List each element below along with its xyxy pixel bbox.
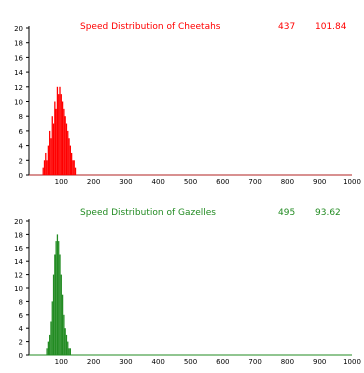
y-tick-label: 10 bbox=[14, 99, 23, 107]
histogram-bar bbox=[63, 108, 65, 175]
y-tick-label: 8 bbox=[19, 298, 23, 306]
y-tick-label: 12 bbox=[14, 84, 23, 92]
histogram-bar bbox=[72, 160, 74, 175]
histogram-bar bbox=[50, 321, 52, 355]
histogram-bar bbox=[43, 160, 46, 175]
histogram-bar bbox=[55, 241, 57, 355]
x-tick-label: 500 bbox=[184, 178, 197, 186]
histogram-bar bbox=[59, 86, 61, 175]
histogram-bar bbox=[74, 167, 77, 175]
sample-count: 437 bbox=[278, 22, 295, 32]
chart-title: Speed Distribution of Gazelles bbox=[80, 208, 216, 218]
histogram-bar bbox=[54, 101, 56, 175]
y-tick-label: 0 bbox=[19, 172, 23, 180]
y-tick-label: 20 bbox=[14, 218, 23, 226]
x-tick-label: 1000 bbox=[343, 358, 361, 366]
x-tick-label: 600 bbox=[216, 178, 229, 186]
x-tick-label: 700 bbox=[248, 358, 261, 366]
histogram-bar bbox=[49, 334, 51, 355]
x-tick-label: 500 bbox=[184, 358, 197, 366]
y-tick-label: 6 bbox=[19, 128, 24, 136]
x-tick-label: 300 bbox=[119, 358, 132, 366]
histogram-bar bbox=[56, 234, 59, 355]
y-tick-label: 4 bbox=[19, 143, 24, 151]
y-tick-label: 6 bbox=[19, 312, 24, 320]
histogram-bar bbox=[68, 138, 70, 175]
sample-count: 495 bbox=[278, 208, 295, 218]
histogram-bar bbox=[56, 86, 59, 175]
histogram-bar bbox=[54, 254, 56, 355]
histogram-bar bbox=[49, 130, 51, 175]
x-tick-label: 700 bbox=[248, 178, 261, 186]
histogram-bar bbox=[52, 274, 55, 355]
histogram-bar bbox=[51, 301, 53, 355]
y-tick-label: 8 bbox=[19, 113, 23, 121]
x-tick-label: 100 bbox=[55, 358, 68, 366]
x-tick-label: 200 bbox=[87, 358, 100, 366]
mean-speed: 101.84 bbox=[315, 22, 347, 32]
x-tick-label: 900 bbox=[313, 358, 326, 366]
y-tick-label: 16 bbox=[14, 54, 23, 62]
y-tick-label: 18 bbox=[14, 231, 23, 239]
histogram-bar bbox=[69, 348, 71, 355]
histogram-bar bbox=[46, 160, 48, 175]
y-tick-label: 16 bbox=[14, 245, 23, 253]
x-tick-label: 100 bbox=[55, 178, 68, 186]
x-tick-label: 200 bbox=[87, 178, 100, 186]
histogram-bar bbox=[47, 341, 50, 355]
histogram-bar bbox=[64, 116, 66, 175]
histogram-bar bbox=[68, 348, 70, 355]
histogram-bar bbox=[61, 101, 64, 175]
y-tick-label: 18 bbox=[14, 40, 23, 48]
chart-title: Speed Distribution of Cheetahs bbox=[80, 22, 221, 32]
histogram-bar bbox=[59, 254, 61, 355]
histogram-bar bbox=[65, 123, 68, 175]
histogram-bar bbox=[50, 138, 52, 175]
histogram-bar bbox=[47, 145, 50, 175]
y-tick-label: 0 bbox=[19, 352, 23, 360]
x-tick-label: 800 bbox=[281, 358, 294, 366]
histogram-bar bbox=[70, 152, 73, 175]
x-tick-label: 900 bbox=[313, 178, 326, 186]
y-tick-label: 10 bbox=[14, 285, 23, 293]
histogram-bar bbox=[45, 152, 47, 175]
histogram-bar bbox=[67, 130, 69, 175]
histogram-bar bbox=[51, 116, 53, 175]
histogram-bar bbox=[58, 94, 60, 175]
y-tick-label: 4 bbox=[19, 325, 24, 333]
histogram-bar bbox=[60, 274, 62, 355]
x-tick-label: 800 bbox=[281, 178, 294, 186]
histogram-bar bbox=[58, 241, 60, 355]
histogram-bar bbox=[52, 123, 55, 175]
histogram-bar bbox=[63, 314, 65, 355]
y-tick-label: 12 bbox=[14, 272, 23, 280]
histogram-bar bbox=[65, 334, 68, 355]
y-tick-label: 2 bbox=[19, 157, 23, 165]
y-tick-label: 14 bbox=[14, 69, 23, 77]
histogram-bar bbox=[73, 160, 75, 175]
x-tick-label: 600 bbox=[216, 358, 229, 366]
x-tick-label: 300 bbox=[119, 178, 132, 186]
histogram-bar bbox=[67, 341, 69, 355]
x-tick-label: 400 bbox=[152, 358, 165, 366]
y-tick-label: 20 bbox=[14, 25, 23, 33]
histogram-bar bbox=[61, 294, 64, 355]
histogram-bar bbox=[55, 108, 57, 175]
histogram-bar bbox=[64, 328, 66, 355]
histogram-bar bbox=[42, 167, 44, 175]
x-tick-label: 400 bbox=[152, 178, 165, 186]
y-tick-label: 14 bbox=[14, 258, 23, 266]
histogram-bar bbox=[60, 94, 62, 175]
mean-speed: 93.62 bbox=[315, 208, 341, 218]
y-tick-label: 2 bbox=[19, 339, 23, 347]
histogram-bar bbox=[46, 348, 48, 355]
x-tick-label: 1000 bbox=[343, 178, 361, 186]
histogram-bar bbox=[69, 145, 71, 175]
